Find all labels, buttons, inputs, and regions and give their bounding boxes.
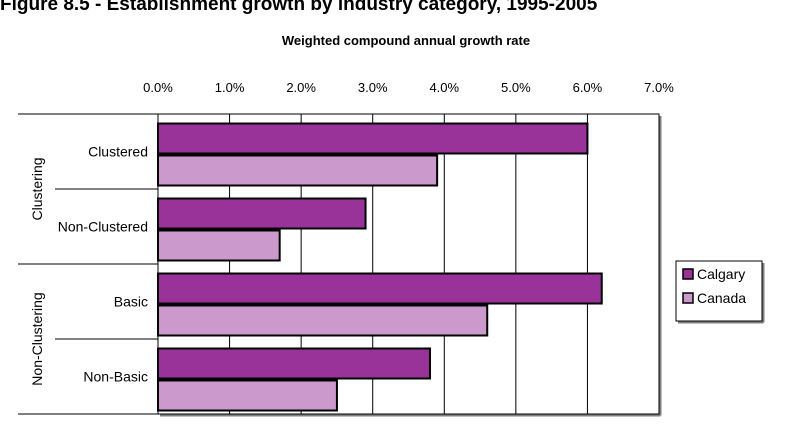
bar-canada-basic — [157, 304, 489, 337]
bar-canada-non-basic — [157, 379, 338, 412]
x-tick-label: 0.0% — [143, 80, 173, 95]
legend-label: Calgary — [697, 266, 745, 282]
legend-label: Canada — [697, 290, 746, 306]
x-tick-label: 7.0% — [644, 80, 674, 95]
chart-title: Figure 8.5 - Establishment growth by ind… — [0, 0, 598, 15]
x-tick-label: 4.0% — [429, 80, 459, 95]
x-tick-label: 3.0% — [358, 80, 388, 95]
bar-calgary-non-basic — [157, 347, 431, 380]
legend-swatch — [682, 268, 694, 280]
x-tick-label: 5.0% — [501, 80, 531, 95]
x-tick-label: 2.0% — [286, 80, 316, 95]
bar-canada-non-clustered — [157, 229, 281, 262]
x-axis-label: Weighted compound annual growth rate — [281, 33, 531, 48]
group-label: Non-Clustering — [29, 292, 45, 385]
category-label: Non-Clustered — [58, 219, 148, 235]
bar-calgary-clustered — [157, 122, 589, 155]
x-tick-label: 6.0% — [573, 80, 603, 95]
bar-canada-clustered — [157, 154, 439, 187]
group-label: Clustering — [29, 157, 45, 220]
legend: Calgary Canada — [675, 260, 765, 324]
x-tick-label: 1.0% — [215, 80, 245, 95]
bar-calgary-basic — [157, 272, 603, 305]
category-label: Non-Basic — [83, 369, 148, 385]
bar-calgary-non-clustered — [157, 197, 367, 230]
legend-swatch — [682, 292, 694, 304]
category-label: Clustered — [88, 144, 148, 160]
category-label: Basic — [114, 294, 148, 310]
